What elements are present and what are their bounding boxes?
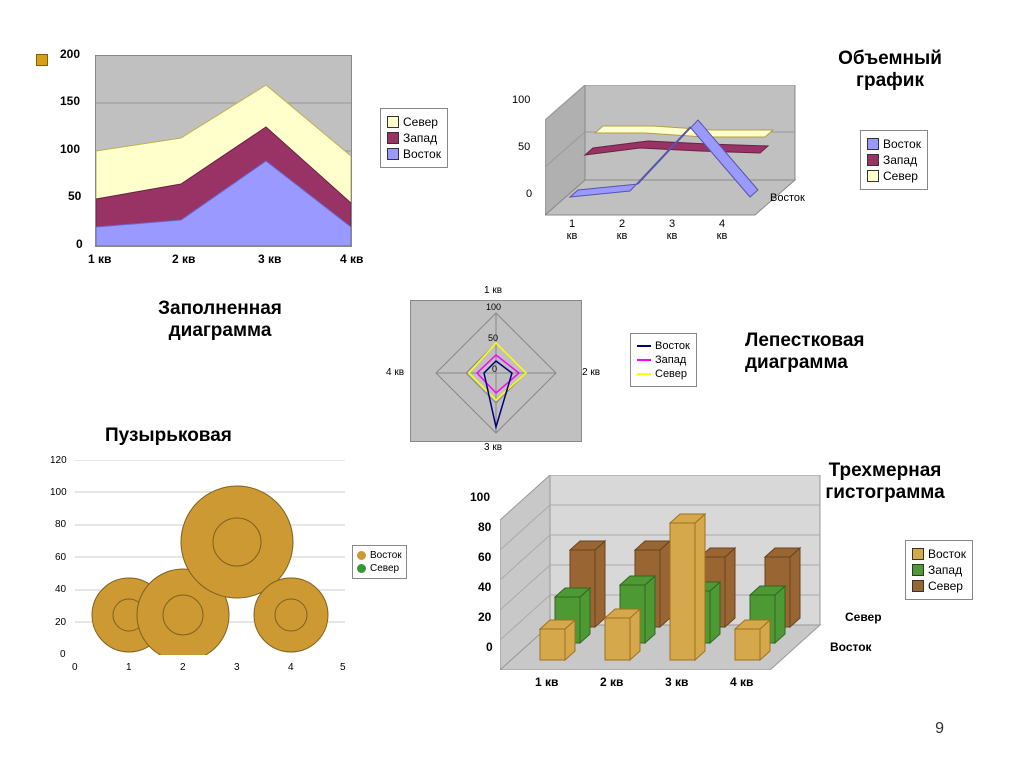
area-chart-plot <box>95 55 352 247</box>
radar-ax-1: 1 кв <box>484 285 502 296</box>
page-number: 9 <box>935 720 944 738</box>
bub-x2: 2 <box>180 662 186 673</box>
area-leg-vostok: Восток <box>403 147 441 161</box>
line3d-y-100: 100 <box>512 94 530 106</box>
bar3d-plot <box>500 475 840 670</box>
bub-leg-s: Север <box>370 563 399 574</box>
b3d-x1: 1 кв <box>535 675 558 689</box>
area-title: Заполненная диаграмма <box>135 298 305 342</box>
area-y-150: 150 <box>60 94 80 108</box>
bub-x4: 4 <box>288 662 294 673</box>
l3d-leg-s: Север <box>883 169 918 183</box>
b3d-leg-z: Запад <box>928 563 962 577</box>
line3d-depth-vostok: Восток <box>770 192 805 204</box>
radar-ax-4: 4 кв <box>386 367 404 378</box>
b3d-d-vostok: Восток <box>830 640 872 654</box>
line3d-legend: Восток Запад Север <box>860 130 928 190</box>
line3d-y-50: 50 <box>518 141 530 153</box>
bub-y60: 60 <box>55 552 66 563</box>
l3d-leg-z: Запад <box>883 153 917 167</box>
area-x-3: 3 кв <box>258 252 281 266</box>
radar-ax-3: 3 кв <box>484 442 502 453</box>
b3d-y20: 20 <box>478 610 491 624</box>
radar-legend: Восток Запад Север <box>630 333 697 387</box>
radar-r100: 100 <box>486 302 501 312</box>
line3d-title: Объемный график <box>830 48 950 92</box>
b3d-y40: 40 <box>478 580 491 594</box>
b3d-y60: 60 <box>478 550 491 564</box>
radar-r0: 0 <box>492 364 497 374</box>
bullet-marker <box>36 54 48 66</box>
bar3d-svg <box>500 475 840 670</box>
bubble-legend: Восток Север <box>352 545 407 579</box>
bub-y100: 100 <box>50 487 67 498</box>
b3d-x2: 2 кв <box>600 675 623 689</box>
bubble-svg <box>75 460 345 655</box>
area-chart-svg <box>96 56 351 246</box>
area-leg-zapad: Запад <box>403 131 437 145</box>
b3d-y0: 0 <box>486 640 493 654</box>
b3d-y100: 100 <box>470 490 490 504</box>
bub-x0: 0 <box>72 662 78 673</box>
bub-x1: 1 <box>126 662 132 673</box>
area-y-0: 0 <box>76 237 83 251</box>
bubble-plot <box>75 460 345 655</box>
bub-x3: 3 <box>234 662 240 673</box>
bub-y40: 40 <box>55 584 66 595</box>
bub-leg-v: Восток <box>370 550 402 561</box>
area-x-1: 1 кв <box>88 252 111 266</box>
area-y-200: 200 <box>60 47 80 61</box>
rad-leg-v: Восток <box>655 340 690 352</box>
area-legend: Север Запад Восток <box>380 108 448 168</box>
bub-y120: 120 <box>50 455 67 466</box>
area-x-4: 4 кв <box>340 252 363 266</box>
l3d-leg-v: Восток <box>883 137 921 151</box>
rad-leg-z: Запад <box>655 354 686 366</box>
bubble-title: Пузырьковая <box>105 425 232 447</box>
b3d-leg-v: Восток <box>928 547 966 561</box>
radar-ax-2: 2 кв <box>582 367 600 378</box>
line3d-x2: 2кв <box>612 218 632 242</box>
line3d-x1: 1кв <box>562 218 582 242</box>
rad-leg-s: Север <box>655 368 687 380</box>
radar-r50: 50 <box>488 333 498 343</box>
bub-y20: 20 <box>55 617 66 628</box>
bub-y80: 80 <box>55 519 66 530</box>
line3d-x4: 4кв <box>712 218 732 242</box>
b3d-x4: 4 кв <box>730 675 753 689</box>
bub-x5: 5 <box>340 662 346 673</box>
bar3d-legend: Восток Запад Север <box>905 540 973 600</box>
area-y-100: 100 <box>60 142 80 156</box>
b3d-y80: 80 <box>478 520 491 534</box>
area-leg-sever: Север <box>403 115 438 129</box>
line3d-y-0: 0 <box>526 188 532 200</box>
b3d-d-sever: Север <box>845 610 882 624</box>
b3d-x3: 3 кв <box>665 675 688 689</box>
radar-title: Лепестковая диаграмма <box>745 330 915 374</box>
b3d-leg-s: Север <box>928 579 963 593</box>
area-x-2: 2 кв <box>172 252 195 266</box>
bub-y0: 0 <box>60 649 66 660</box>
area-y-50: 50 <box>68 189 81 203</box>
line3d-x3: 3кв <box>662 218 682 242</box>
